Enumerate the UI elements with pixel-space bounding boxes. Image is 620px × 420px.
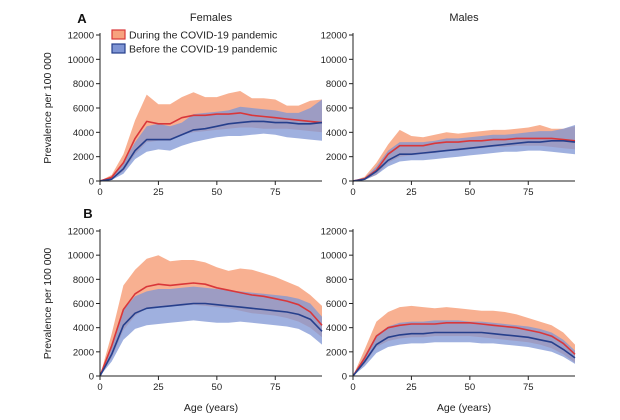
y-tick-label: 6000 [326,299,347,310]
y-tick-label: 2000 [73,152,94,163]
y-tick-label: 4000 [326,323,347,334]
column-title-males: Males [449,12,479,24]
y-tick-label: 10000 [321,55,347,66]
legend-label-during: During the COVID-19 pandemic [129,30,277,42]
legend-swatch-during [111,29,126,40]
series-line-before [352,331,576,377]
series-line-during [99,282,323,377]
y-tick-label: 2000 [73,347,94,358]
x-axis-title: Age (years) [437,402,491,414]
y-tick-label: 10000 [68,251,94,262]
y-tick-label: 8000 [73,79,94,90]
y-tick-label: 0 [342,177,347,188]
x-tick-label: 25 [153,382,164,393]
x-tick-label: 75 [523,187,534,198]
x-tick-label: 0 [350,187,355,198]
y-tick-label: 12000 [68,227,94,238]
y-tick-label: 8000 [326,275,347,286]
x-tick-label: 50 [465,382,476,393]
y-tick-label: 2000 [326,347,347,358]
y-tick-label: 0 [89,372,94,383]
x-tick-label: 50 [465,187,476,198]
y-tick-label: 4000 [326,128,347,139]
chart-panel-a-males: 0 2000 4000 6000 8000 10000 12000 0 25 50 75 [321,31,576,198]
x-axis-title: Age (years) [184,402,238,414]
series-line-before [99,120,323,182]
y-tick-label: 12000 [321,227,347,238]
x-tick-label: 75 [270,187,281,198]
y-tick-label: 12000 [321,31,347,42]
y-tick-label: 2000 [326,152,347,163]
ci-band-before [100,99,322,181]
y-tick-label: 10000 [321,251,347,262]
series-line-during [352,322,576,377]
x-tick-label: 25 [153,187,164,198]
x-tick-label: 25 [406,187,417,198]
legend-label-before: Before the COVID-19 pandemic [129,44,277,56]
panel-label-a: A [77,11,87,26]
series-line-during [99,112,323,182]
y-tick-label: 6000 [326,104,347,115]
legend-swatch-before [111,43,126,54]
x-tick-label: 0 [350,382,355,393]
x-tick-label: 75 [523,382,534,393]
y-tick-label: 10000 [68,55,94,66]
y-tick-label: 6000 [73,104,94,115]
y-tick-label: 0 [89,177,94,188]
x-tick-label: 50 [212,187,223,198]
x-tick-label: 25 [406,382,417,393]
y-tick-label: 6000 [73,299,94,310]
y-tick-label: 0 [342,372,347,383]
series-line-before [352,140,576,182]
x-tick-label: 0 [97,187,102,198]
y-axis-title: Prevalence per 100 000 [42,52,54,164]
series-line-during [352,137,576,182]
panel-label-b: B [83,206,92,221]
y-tick-label: 12000 [68,31,94,42]
y-tick-label: 4000 [73,323,94,334]
series-line-before [99,302,323,377]
chart-panel-b-females: 0 2000 4000 6000 8000 10000 12000 0 25 50 75 Preval… [42,227,323,414]
y-tick-label: 8000 [326,79,347,90]
y-tick-label: 8000 [73,275,94,286]
legend: During the COVID-19 pandemic Before the C… [111,29,277,56]
x-tick-label: 50 [212,382,223,393]
x-tick-label: 75 [270,382,281,393]
y-tick-label: 4000 [73,128,94,139]
y-axis-title: Prevalence per 100 000 [42,248,54,360]
x-tick-label: 0 [97,382,102,393]
chart-panel-a-females: 0 2000 4000 6000 8000 10000 12000 0 25 50 75 Preval… [42,31,323,198]
column-title-females: Females [190,12,233,24]
chart-panel-b-males: 0 2000 4000 6000 8000 10000 12000 0 25 50 75 Age (y… [321,227,576,414]
ci-band-before [100,286,322,376]
